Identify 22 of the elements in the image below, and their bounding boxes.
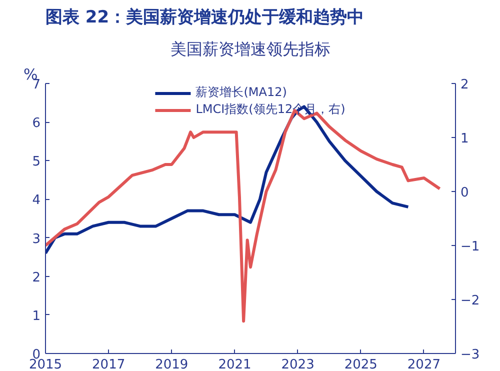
y2-tick-label: −1 bbox=[460, 240, 480, 254]
y-tick-label: 3 bbox=[32, 232, 41, 247]
x-tick-label: 2021 bbox=[218, 358, 252, 371]
y-tick-label: 4 bbox=[32, 193, 41, 208]
chart-subtitle: 美国薪资增速领先指标 bbox=[170, 40, 330, 58]
y-tick-label: 5 bbox=[32, 154, 41, 170]
x-tick-label: 2017 bbox=[92, 358, 126, 371]
y2-tick-label: 2 bbox=[460, 78, 469, 92]
y-tick-label: 6 bbox=[32, 116, 41, 132]
y2-tick-label: 1 bbox=[460, 132, 469, 146]
line-series bbox=[46, 105, 410, 255]
x-tick-label: 2025 bbox=[344, 358, 378, 371]
x-tick-label: 2027 bbox=[407, 358, 441, 371]
x-tick-label: 2019 bbox=[155, 358, 188, 371]
x-tick-label: 2023 bbox=[281, 358, 314, 371]
y-tick-label: 2 bbox=[32, 270, 41, 286]
legend-label: 薪资增长(MA12) bbox=[196, 84, 287, 101]
chart-title: 图表 22：美国薪资增速仍处于缓和趋势中 bbox=[46, 8, 364, 28]
y2-tick-label: 0 bbox=[460, 186, 469, 200]
y2-tick-label: −3 bbox=[460, 348, 480, 362]
y-tick-label: 1 bbox=[32, 308, 41, 324]
y2-tick-label: −2 bbox=[460, 294, 480, 308]
